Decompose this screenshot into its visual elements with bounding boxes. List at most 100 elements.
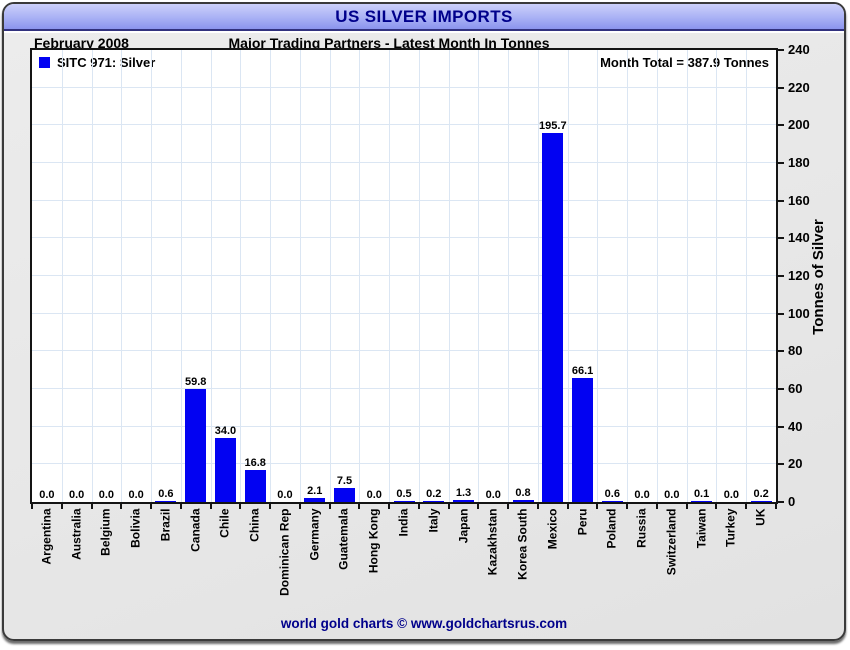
x-axis-tick bbox=[686, 504, 688, 509]
x-axis-category-label: Italy bbox=[426, 508, 441, 533]
y-axis-tick-label: 200 bbox=[788, 117, 810, 133]
y-axis-tick-label: 60 bbox=[788, 381, 803, 396]
x-axis-category-label: Kazakhstan bbox=[485, 508, 500, 576]
bar-value-label: 0.2 bbox=[426, 488, 442, 500]
x-axis-tick bbox=[745, 504, 747, 509]
x-axis-tick bbox=[596, 504, 598, 509]
x-axis-tick bbox=[358, 504, 360, 509]
vertical-gridline bbox=[211, 50, 212, 502]
x-axis-category-label: Germany bbox=[307, 508, 322, 561]
month-total-annotation: Month Total = 387.9 Tonnes bbox=[600, 55, 769, 70]
vertical-gridline bbox=[359, 50, 360, 502]
bar bbox=[333, 488, 355, 502]
x-axis-category-label: Turkey bbox=[723, 508, 738, 547]
x-axis-category-label: Switzerland bbox=[664, 508, 679, 576]
x-axis-category-label: UK bbox=[753, 508, 768, 526]
bar-value-label: 7.5 bbox=[336, 475, 353, 487]
x-axis-tick bbox=[418, 504, 420, 509]
vertical-gridline bbox=[627, 50, 628, 502]
x-axis-tick bbox=[567, 504, 569, 509]
vertical-gridline bbox=[746, 50, 747, 502]
x-axis-category-label: Russia bbox=[634, 508, 649, 548]
bar bbox=[393, 501, 415, 502]
x-axis-category-label: China bbox=[247, 508, 262, 542]
y-axis-tick bbox=[778, 463, 784, 466]
y-axis-tick-label: 220 bbox=[788, 79, 810, 95]
x-axis-tick bbox=[537, 504, 539, 509]
vertical-gridline bbox=[62, 50, 63, 502]
title-bar: US SILVER IMPORTS bbox=[4, 4, 844, 31]
x-axis-tick bbox=[31, 504, 33, 509]
footer-credit: world gold charts © www.goldchartsrus.co… bbox=[280, 616, 568, 631]
x-axis-category-label: Brazil bbox=[158, 508, 173, 542]
x-axis-tick bbox=[91, 504, 93, 509]
bar bbox=[691, 501, 713, 502]
x-axis-tick bbox=[775, 504, 777, 509]
x-axis-tick bbox=[329, 504, 331, 509]
y-axis-tick-label: 160 bbox=[788, 192, 810, 208]
x-axis-tick bbox=[656, 504, 658, 509]
bar-value-label: 0.0 bbox=[485, 489, 501, 501]
x-axis-category-label: Australia bbox=[69, 508, 84, 560]
bar bbox=[542, 133, 564, 502]
page-title: US SILVER IMPORTS bbox=[335, 6, 513, 26]
x-axis-category-label: Korea South bbox=[515, 508, 530, 580]
x-axis-tick bbox=[715, 504, 717, 509]
bar bbox=[214, 438, 236, 502]
bar-value-label: 66.1 bbox=[571, 365, 594, 377]
legend-series-label: SITC 971: Silver bbox=[57, 55, 156, 70]
x-axis-category-label: Taiwan bbox=[694, 508, 709, 549]
x-axis-tick bbox=[626, 504, 628, 509]
x-axis-category-label: Belgium bbox=[98, 508, 113, 556]
bar-value-label: 0.0 bbox=[68, 489, 85, 501]
bar bbox=[572, 378, 594, 502]
x-axis-tick bbox=[210, 504, 212, 509]
y-axis-tick bbox=[778, 350, 784, 353]
chart-window-frame: US SILVER IMPORTS February 2008 Major Tr… bbox=[2, 2, 846, 641]
bar-value-label: 0.1 bbox=[693, 488, 710, 500]
x-axis-tick bbox=[477, 504, 479, 509]
vertical-gridline bbox=[687, 50, 688, 502]
y-axis-tick-label: 20 bbox=[788, 456, 803, 472]
x-axis-category-label: Mexico bbox=[545, 508, 560, 550]
chart-subtitle: Major Trading Partners - Latest Month In… bbox=[228, 35, 550, 51]
x-axis-category-label: Guatemala bbox=[336, 508, 351, 570]
x-axis-tick bbox=[61, 504, 63, 509]
x-axis-category-label: Bolivia bbox=[128, 508, 143, 548]
y-axis-tick bbox=[778, 312, 784, 315]
x-axis-category-label: India bbox=[396, 508, 411, 537]
bar bbox=[423, 501, 445, 502]
x-axis-tick bbox=[150, 504, 152, 509]
bar-value-label: 0.5 bbox=[396, 488, 412, 500]
vertical-gridline bbox=[389, 50, 390, 502]
x-axis-tick bbox=[239, 504, 241, 509]
horizontal-gridline bbox=[32, 162, 776, 163]
y-axis-tick bbox=[778, 237, 784, 240]
bar bbox=[304, 498, 326, 502]
bar-value-label: 0.2 bbox=[753, 488, 769, 500]
bar bbox=[155, 501, 177, 502]
vertical-gridline bbox=[657, 50, 658, 502]
vertical-gridline bbox=[300, 50, 301, 502]
x-axis-category-label: Japan bbox=[456, 508, 471, 544]
x-axis-tick bbox=[120, 504, 122, 509]
legend-swatch-icon bbox=[39, 57, 50, 68]
vertical-gridline bbox=[716, 50, 717, 502]
bar-value-label: 16.8 bbox=[244, 457, 266, 469]
horizontal-gridline bbox=[32, 275, 776, 276]
x-axis-category-label: Peru bbox=[575, 508, 590, 536]
horizontal-gridline bbox=[32, 124, 776, 126]
vertical-gridline bbox=[538, 50, 539, 502]
horizontal-gridline bbox=[32, 237, 776, 239]
y-axis-tick-label: 180 bbox=[788, 155, 810, 170]
bar-value-label: 0.0 bbox=[98, 489, 115, 501]
y-axis-tick bbox=[778, 275, 784, 277]
bar-value-label: 34.0 bbox=[214, 425, 237, 437]
horizontal-gridline bbox=[32, 86, 776, 88]
vertical-gridline bbox=[240, 50, 241, 502]
horizontal-gridline bbox=[32, 425, 776, 427]
bar-value-label: 0.0 bbox=[664, 489, 680, 501]
bar bbox=[185, 389, 207, 502]
bar-value-label: 0.6 bbox=[158, 488, 174, 500]
vertical-gridline bbox=[92, 50, 93, 502]
